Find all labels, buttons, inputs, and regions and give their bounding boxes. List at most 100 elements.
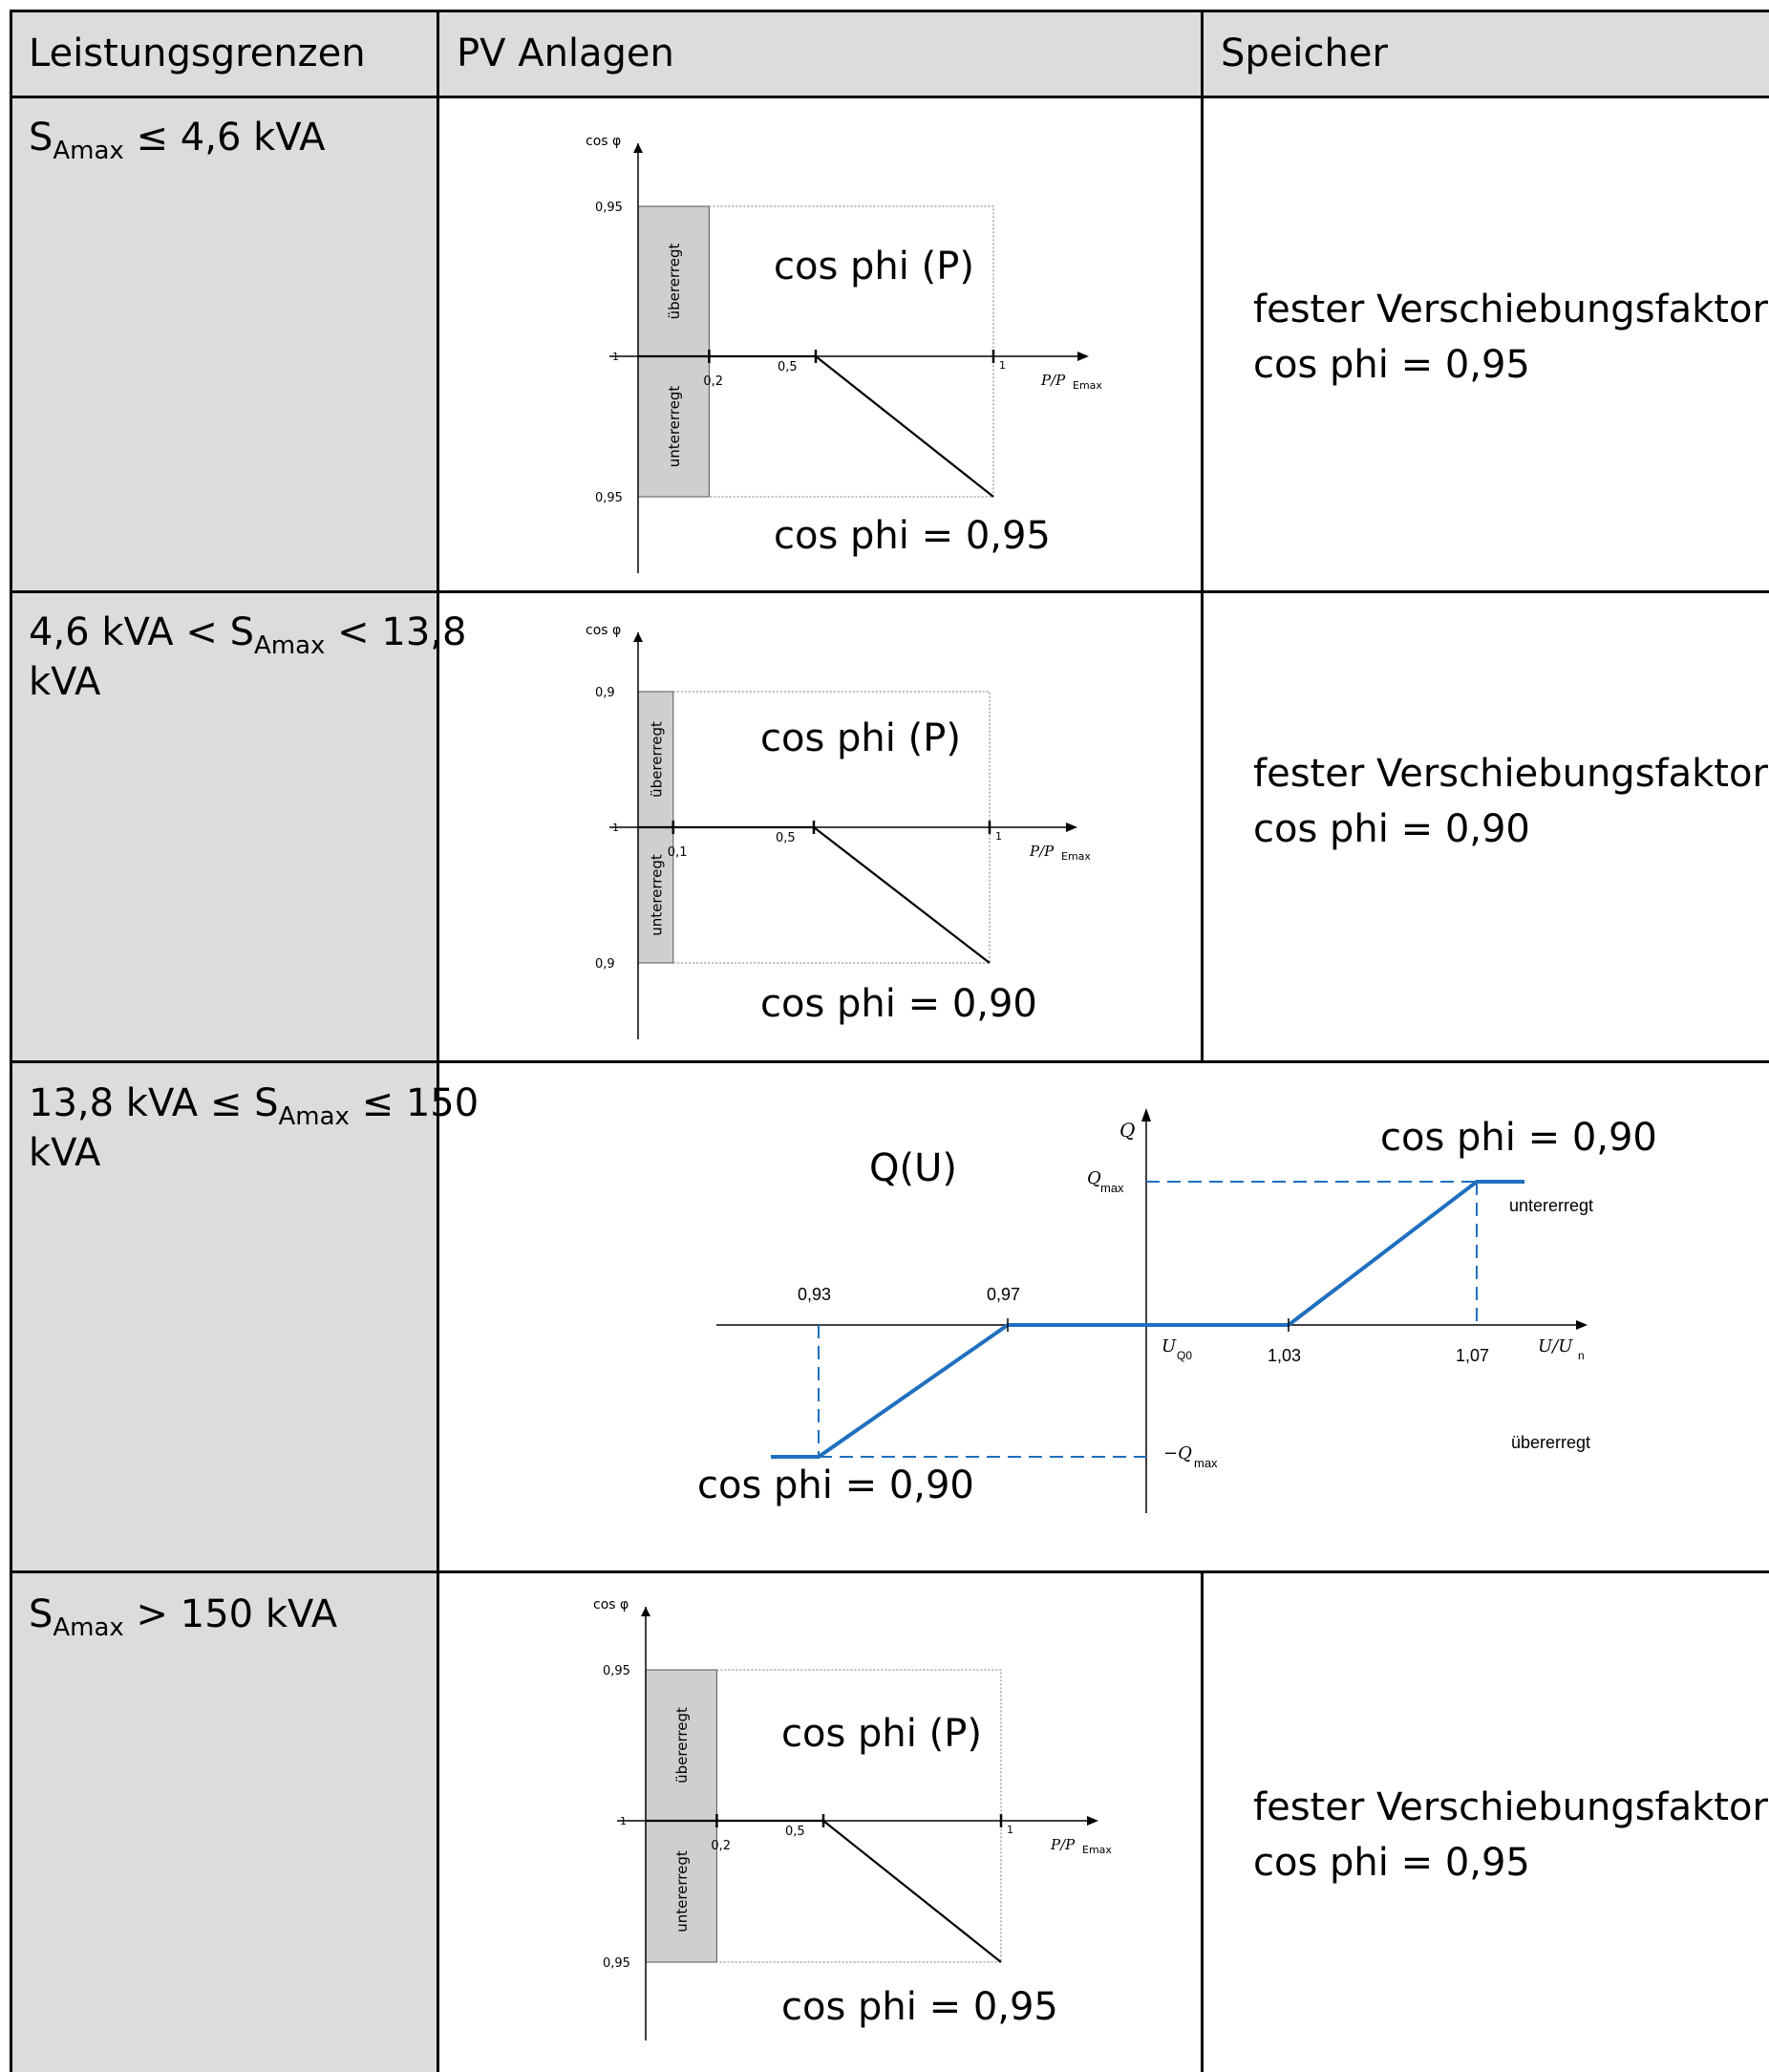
y-tick-label: 0,9: [595, 686, 615, 700]
band-label-upper: übererregt: [666, 244, 683, 320]
table-border: [10, 590, 1769, 593]
y-tick-label: 0,95: [603, 1664, 630, 1678]
x-tick-label: 0,2: [703, 374, 723, 389]
annotation-bottom: cos phi = 0,90: [697, 1463, 974, 1507]
y-tick-label: 0,95: [595, 491, 623, 505]
x-axis-label: P/P: [1050, 1836, 1076, 1853]
row4-limit: SAmax > 150 kVA: [29, 1592, 338, 1642]
x-tick-label: 0,5: [776, 831, 796, 845]
x-tick-label: 0,5: [778, 360, 798, 374]
y-tick-label: 0,95: [595, 201, 623, 215]
uq0-label: U: [1162, 1336, 1177, 1356]
row1-storage-line2: cos phi = 0,95: [1253, 343, 1530, 387]
cosphi-chart-1: cos φ 0,95 1 0,95 0,2 0,5 1 P/P Emax übererregt un…: [586, 134, 1102, 573]
power-limits-table: Leistungsgrenzen PV Anlagen Speicher SAm…: [10, 10, 1769, 2072]
header-pv: PV Anlagen: [457, 32, 674, 75]
cosphi-curve: [638, 825, 991, 964]
row3-limit-unit: kVA: [29, 1131, 101, 1175]
y-tick-label: 1: [620, 1815, 627, 1827]
y-axis-arrow: [641, 1607, 650, 1616]
y-axis-label: cos φ: [593, 1597, 629, 1613]
reactive-band: [637, 205, 710, 498]
cosphi-chart-2: cos φ 0,9 1 0,9 0,1 0,5 1 P/P Emax übererregt unte…: [586, 623, 1091, 1039]
x-tick-label: 0,97: [987, 1285, 1020, 1304]
row2-storage-line1: fester Verschiebungsfaktor: [1253, 752, 1768, 796]
reactive-band: [645, 1669, 717, 1963]
header-storage: Speicher: [1221, 32, 1388, 75]
y-axis-label: cos φ: [586, 623, 621, 638]
row4-storage-line1: fester Verschiebungsfaktor: [1253, 1785, 1768, 1829]
row3-limit: 13,8 kVA ≤ SAmax ≤ 150: [29, 1081, 480, 1131]
x-tick-label: 1,07: [1456, 1346, 1489, 1365]
x-tick-label: 1: [999, 359, 1006, 372]
uq0-label-sub: Q0: [1177, 1349, 1192, 1362]
annotation-bottom: cos phi = 0,90: [760, 982, 1037, 1026]
annotation-bottom: cos phi = 0,95: [781, 1985, 1058, 2029]
x-axis-label-sub: Emax: [1073, 379, 1102, 392]
y-axis-label: cos φ: [586, 134, 621, 149]
label-untererregt: untererregt: [1509, 1196, 1593, 1215]
band-label-lower: untererregt: [673, 1850, 691, 1933]
x-tick-label: 0,93: [798, 1285, 831, 1304]
x-axis-label-sub: Emax: [1082, 1844, 1112, 1856]
x-axis-arrow: [1066, 822, 1077, 832]
y-tick-label: 0,9: [595, 957, 615, 972]
header-row: [10, 10, 1769, 96]
y-tick-label: 1: [612, 351, 619, 363]
cosphi-curve: [638, 354, 994, 498]
x-axis-arrow: [1087, 1816, 1098, 1826]
annotation-top: cos phi (P): [760, 716, 961, 760]
band-label-lower: untererregt: [648, 854, 665, 936]
band-label-upper: übererregt: [673, 1707, 691, 1784]
row4-storage-line2: cos phi = 0,95: [1253, 1841, 1530, 1885]
table-border: [1201, 1570, 1204, 2072]
x-axis-arrow: [1077, 352, 1089, 361]
x-axis-label-sub: n: [1578, 1349, 1585, 1362]
y-tick-label: 1: [612, 822, 619, 834]
qmax-label-sub: max: [1100, 1181, 1124, 1195]
x-axis-arrow: [1576, 1320, 1588, 1330]
table-border: [10, 1570, 1769, 1573]
row1-limit: SAmax ≤ 4,6 kVA: [29, 116, 326, 165]
x-tick-label: 1: [995, 830, 1002, 843]
x-axis-label: P/P: [1040, 372, 1066, 389]
cosphi-curve: [646, 1819, 1002, 1963]
table-border: [10, 10, 1769, 12]
x-tick-label: 1: [1007, 1824, 1013, 1836]
x-axis-label: P/P: [1029, 843, 1055, 860]
row2-limit: 4,6 kVA < SAmax < 13,8: [29, 610, 467, 660]
qmax-label: Q: [1087, 1168, 1101, 1188]
annotation-bottom: cos phi = 0,95: [774, 514, 1051, 558]
x-tick-label: 1,03: [1268, 1346, 1301, 1365]
band-label-upper: übererregt: [648, 721, 665, 798]
annotation-top: cos phi (P): [774, 245, 974, 288]
chart-title: Q(U): [869, 1146, 957, 1190]
frame-dotted: [716, 1669, 1002, 1963]
x-tick-label: 0,1: [668, 845, 688, 860]
table-border: [1201, 10, 1204, 1062]
qu-curve: [771, 1180, 1524, 1459]
table-border: [10, 10, 12, 2072]
band-label-lower: untererregt: [666, 386, 683, 468]
annotation-top: cos phi (P): [781, 1712, 982, 1756]
header-limits: Leistungsgrenzen: [29, 32, 366, 75]
row1-storage-line1: fester Verschiebungsfaktor: [1253, 288, 1768, 331]
table-border: [437, 10, 439, 2072]
y-tick-label: 0,95: [603, 1956, 630, 1971]
y-axis-arrow: [1141, 1108, 1151, 1121]
table-border: [10, 96, 1769, 98]
table-border: [10, 1060, 1769, 1063]
annotation-top: cos phi = 0,90: [1380, 1116, 1657, 1160]
x-axis-label: U/U: [1538, 1336, 1573, 1356]
y-axis-arrow: [633, 143, 643, 153]
cosphi-chart-3: cos φ 0,95 1 0,95 0,2 0,5 1 P/P Emax übererregt un…: [593, 1597, 1112, 2040]
label-uebererregt: übererregt: [1511, 1433, 1590, 1452]
neg-qmax-label: −Q: [1163, 1443, 1192, 1463]
y-axis-arrow: [633, 632, 643, 642]
y-axis-label: Q: [1119, 1119, 1135, 1142]
x-tick-label: 0,2: [711, 1839, 731, 1853]
row2-limit-unit: kVA: [29, 660, 101, 704]
row2-storage-line2: cos phi = 0,90: [1253, 807, 1530, 851]
limits-column: [10, 96, 437, 2072]
